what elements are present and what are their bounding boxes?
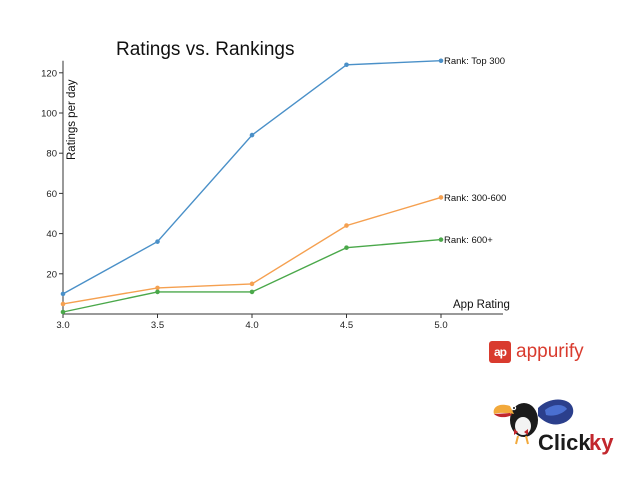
appurify-wordmark: appurify: [516, 341, 584, 362]
data-point: [438, 195, 444, 200]
series-line: [62, 238, 442, 313]
svg-text:ky: ky: [589, 430, 614, 455]
x-axis-label: App Rating: [453, 299, 510, 311]
data-point: [344, 62, 349, 68]
chart-title: Ratings vs. Rankings: [116, 39, 294, 60]
y-tick-label: 100: [41, 109, 57, 120]
data-point: [155, 289, 160, 295]
data-point: [344, 245, 349, 250]
data-point: [249, 132, 255, 138]
y-tick-label: 20: [46, 269, 57, 280]
y-tick-label: 80: [46, 149, 57, 160]
svg-text:Click: Click: [538, 430, 591, 455]
data-point: [155, 285, 160, 291]
series-2: Rank: 300-600: [60, 193, 506, 307]
data-point: [438, 58, 444, 64]
y-tick-label: 60: [46, 189, 57, 200]
x-tick-label: 4.0: [245, 320, 258, 331]
x-tick-label: 3.0: [56, 320, 69, 331]
x-tick-label: 3.5: [151, 320, 164, 331]
data-point: [249, 281, 255, 287]
series-line: [62, 196, 442, 305]
chart-series: Rank: Top 300 Rank: 300-600 Rank: 600+: [60, 56, 506, 315]
data-point: [60, 309, 66, 315]
data-point: [155, 239, 160, 244]
x-tick-label: 5.0: [434, 320, 447, 331]
series-1: Rank: Top 300: [60, 56, 505, 297]
series-3: Rank: 600+: [60, 235, 493, 315]
clickky-logo: Click ky: [490, 388, 620, 463]
appurify-logo: ap appurify: [489, 337, 614, 367]
data-point: [249, 289, 255, 295]
series-label: Rank: 300-600: [444, 193, 506, 204]
x-tick-label: 4.5: [340, 320, 353, 331]
data-point: [438, 237, 444, 242]
series-label: Rank: 600+: [444, 235, 493, 246]
y-tick-label: 40: [46, 229, 57, 240]
appurify-mark-icon: ap: [489, 341, 511, 363]
data-point: [60, 291, 66, 297]
y-tick-label: 120: [41, 68, 57, 79]
y-axis-label: Ratings per day: [66, 79, 78, 160]
data-point: [60, 301, 66, 307]
toucan-icon: Click ky: [493, 399, 614, 455]
series-label: Rank: Top 300: [444, 56, 505, 67]
data-point: [344, 223, 349, 228]
chart-axes: 20 40 60 80 100 120 3.0 3.5 4.0 4.5 5.0: [41, 60, 503, 331]
series-line: [62, 60, 442, 295]
